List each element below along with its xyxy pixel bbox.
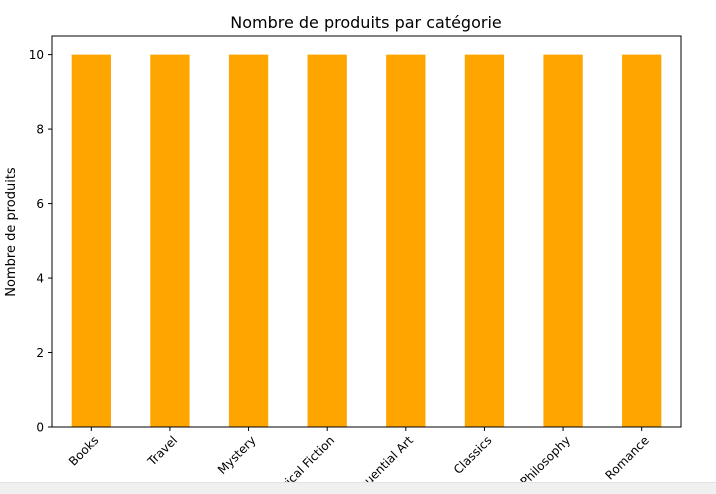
x-tick-label: Books: [66, 433, 101, 468]
y-tick-label: 4: [36, 272, 44, 286]
y-axis-label: Nombre de produits: [4, 167, 19, 297]
x-tick-label: Romance: [602, 433, 651, 482]
bar-philosophy: [543, 54, 583, 427]
y-axis: 0 2 4 6 8 10: [29, 48, 52, 435]
bar-classics: [464, 54, 505, 427]
y-tick-label: 0: [36, 421, 44, 435]
bottom-strip: [0, 482, 716, 494]
bar-travel: [150, 54, 190, 427]
y-tick-label: 2: [36, 346, 44, 360]
bar-historical-fiction: [307, 54, 347, 427]
bar-sequential-art: [386, 54, 426, 427]
chart-title: Nombre de produits par catégorie: [230, 13, 502, 32]
bars-group: [71, 54, 662, 427]
bar-romance: [622, 54, 662, 427]
y-tick-label: 10: [29, 48, 44, 62]
bar-mystery: [228, 54, 269, 427]
x-tick-label: Travel: [144, 433, 180, 469]
y-tick-label: 6: [36, 197, 44, 211]
bar-books: [71, 54, 111, 427]
x-tick-label: Classics: [451, 433, 495, 477]
y-tick-label: 8: [36, 123, 44, 137]
x-tick-label: Mystery: [215, 433, 259, 477]
plot-frame: [51, 35, 682, 428]
x-tick-label: Philosophy: [517, 433, 573, 489]
